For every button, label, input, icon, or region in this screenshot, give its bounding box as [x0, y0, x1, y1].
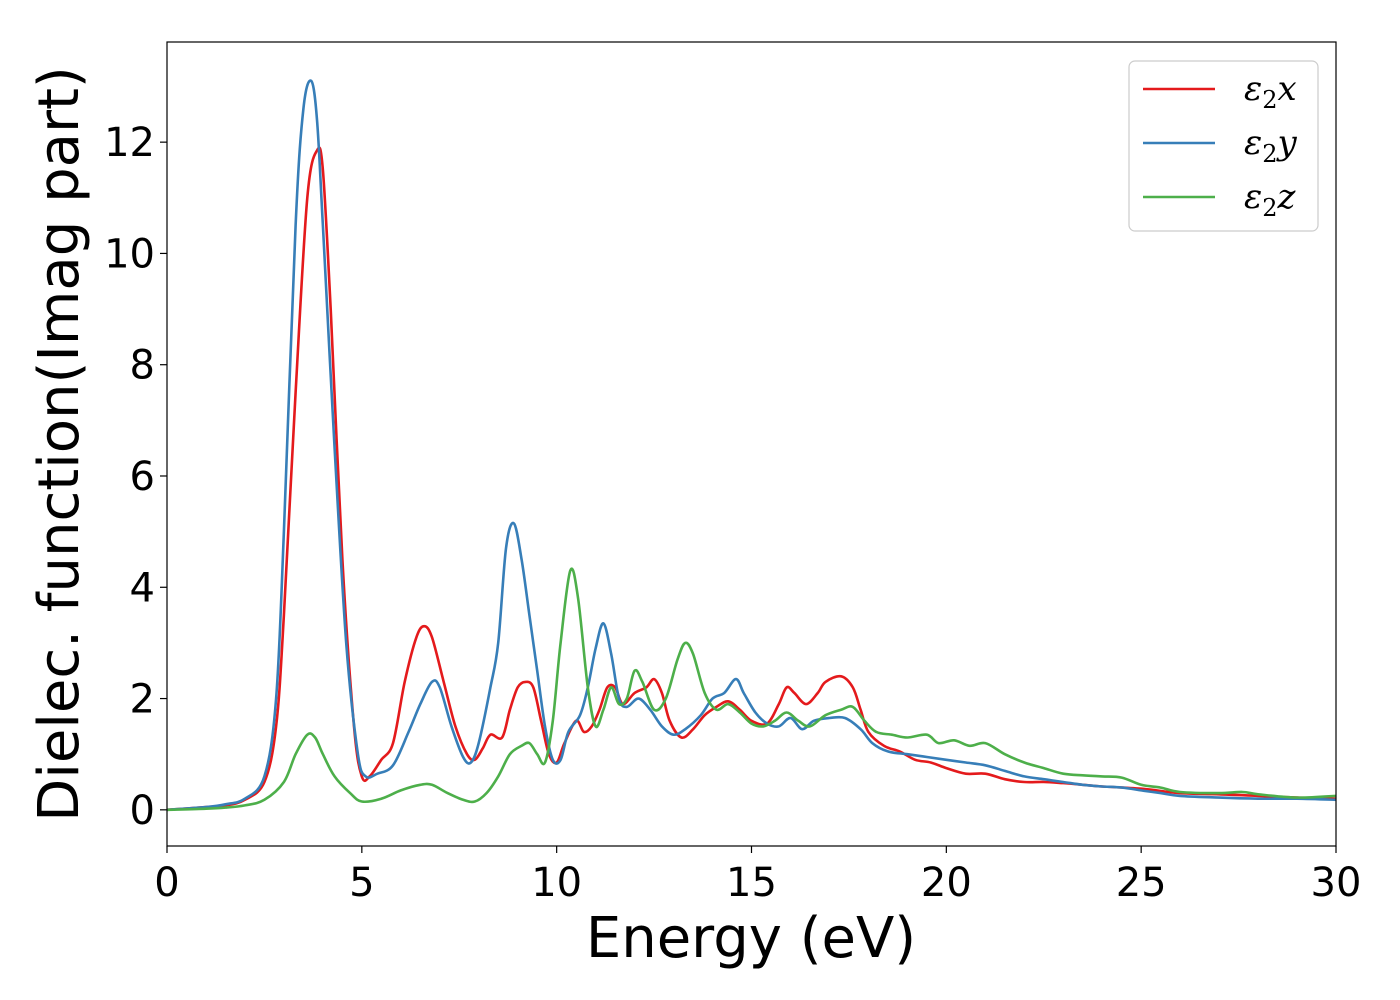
series-line-x — [166, 146, 1337, 812]
legend-label-tail: z — [1277, 177, 1297, 217]
y-axis: 0 2 4 6 8 10 12 — [104, 120, 167, 834]
legend-box — [1128, 60, 1319, 232]
series-line-z — [166, 567, 1337, 812]
x-tick-label: 10 — [531, 860, 582, 906]
y-tick-label: 10 — [104, 231, 155, 277]
legend-label-x: ε2x — [1244, 69, 1297, 114]
y-tick-label: 12 — [104, 120, 155, 166]
series-line-y — [166, 79, 1337, 812]
legend-label-base: ε — [1244, 69, 1262, 109]
legend-label-base: ε — [1244, 177, 1262, 217]
legend-label-y: ε2y — [1244, 123, 1298, 168]
y-tick-label: 4 — [130, 565, 155, 611]
legend-label-tail: x — [1278, 69, 1297, 109]
x-tick-label: 0 — [154, 860, 179, 906]
legend-label-base: ε — [1244, 123, 1262, 163]
y-tick-label: 8 — [130, 343, 155, 389]
legend-label-z: ε2z — [1244, 177, 1297, 222]
x-axis: 0 5 10 15 20 25 30 — [154, 846, 1361, 906]
y-tick-label: 0 — [130, 788, 155, 834]
x-tick-label: 5 — [349, 860, 374, 906]
legend-label-subscript: 2 — [1262, 140, 1277, 168]
y-tick-label: 6 — [130, 454, 155, 500]
plot-lines — [166, 79, 1337, 812]
y-tick-label: 2 — [130, 677, 155, 723]
legend-label-subscript: 2 — [1262, 86, 1277, 114]
y-axis-label: Dielec. function(Imag part) — [27, 66, 92, 822]
x-axis-label: Energy (eV) — [586, 906, 916, 971]
x-tick-label: 15 — [726, 860, 777, 906]
x-tick-label: 25 — [1116, 860, 1167, 906]
x-tick-label: 20 — [921, 860, 972, 906]
legend-label-subscript: 2 — [1262, 194, 1277, 222]
legend-label-tail: y — [1276, 123, 1298, 163]
x-tick-label: 30 — [1311, 860, 1362, 906]
